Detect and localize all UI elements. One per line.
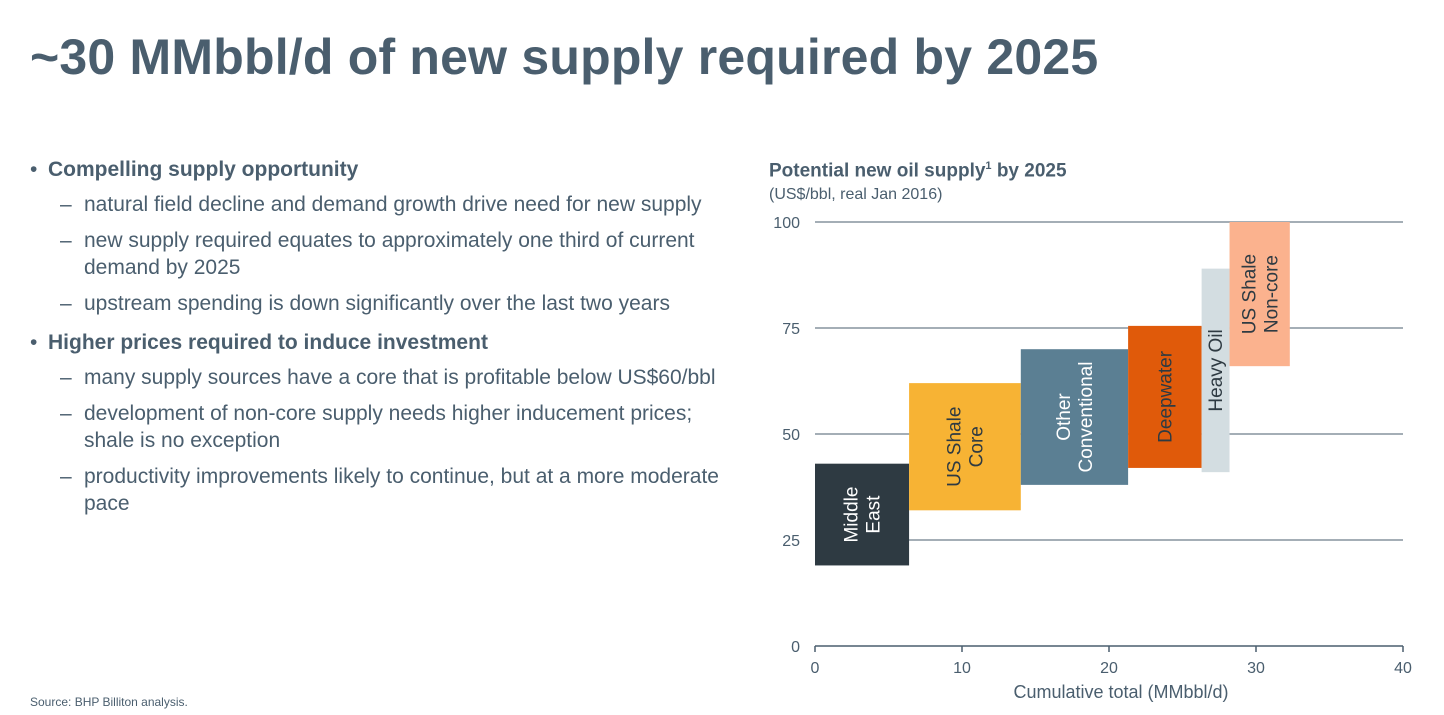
sub-bullet-text: development of non-core supply needs hig…: [84, 402, 693, 452]
bar-label-line: US Shale: [945, 407, 966, 487]
bar-label: Heavy Oil: [1206, 329, 1227, 411]
bar-label-line: Deepwater: [1156, 350, 1177, 443]
sub-bullet-text: natural field decline and demand growth …: [84, 193, 702, 216]
bullet-heading: • Higher prices required to induce invest…: [30, 331, 488, 354]
y-tick-label: 0: [791, 639, 800, 656]
bar-label-line: US Shale: [1239, 254, 1260, 334]
y-tick-label: 25: [782, 533, 800, 550]
bar-us-shale-non-core: [1229, 222, 1290, 367]
y-tick-label: 100: [773, 215, 800, 232]
sub-bullet: – development of non-core supply needs hi…: [60, 402, 693, 452]
sub-bullet: – many supply sources have a core that is…: [60, 366, 716, 389]
bar-label-line: Non-core: [1261, 255, 1282, 333]
page-title: ~30 MMbbl/d of new supply required by 20…: [30, 29, 1099, 85]
bullet-list: • Compelling supply opportunity – natural …: [30, 156, 730, 529]
bar-label: US ShaleNon-core: [1239, 254, 1282, 334]
footnote-marker: 1: [985, 160, 992, 172]
bar-label-line: Core: [967, 426, 988, 467]
bar-middle-east: [815, 463, 910, 566]
bar-other-conventional: [1020, 349, 1129, 485]
source-note: Source: BHP Billiton analysis.: [30, 695, 188, 709]
x-axis-label: Cumulative total (MMbbl/d): [1013, 682, 1228, 702]
bar-us-shale-core: [909, 383, 1021, 511]
sub-bullet: – productivity improvements likely to con…: [60, 465, 719, 515]
sub-bullet: – upstream spending is down significantly…: [60, 292, 670, 315]
bar-label-line: Conventional: [1076, 362, 1097, 473]
bar-label: US ShaleCore: [945, 407, 988, 487]
chart-title-text: Potential new oil supply: [769, 160, 986, 182]
x-tick-label: 20: [1100, 660, 1118, 677]
bar-heavy-oil: [1201, 268, 1230, 473]
chart-subtitle: (US$/bbl, real Jan 2016): [769, 186, 943, 203]
bullet-group-1: • Compelling supply opportunity – natural …: [30, 156, 730, 317]
sub-bullet: – natural field decline and demand growth…: [60, 193, 702, 216]
bullet-heading-text: Compelling supply opportunity: [48, 158, 359, 181]
bar-label: OtherConventional: [1054, 362, 1097, 473]
bar-label-line: East: [864, 495, 885, 534]
x-tick-label: 0: [811, 660, 820, 677]
bar-label-line: Heavy Oil: [1206, 329, 1227, 411]
x-tick-label: 40: [1394, 660, 1412, 677]
bullet-heading: • Compelling supply opportunity: [30, 158, 359, 181]
bar-label-line: Other: [1054, 393, 1075, 441]
x-tick-label: 10: [953, 660, 971, 677]
chart-title-suffix: by 2025: [991, 160, 1067, 182]
y-tick-label: 50: [782, 427, 800, 444]
bar-label: Deepwater: [1156, 350, 1177, 443]
y-tick-label: 75: [782, 321, 800, 338]
bullet-heading-text: Higher prices required to induce investm…: [48, 331, 488, 354]
sub-bullet: – new supply required equates to approxim…: [60, 229, 695, 279]
bar-label: MiddleEast: [842, 487, 885, 543]
bullet-group-2: • Higher prices required to induce invest…: [30, 329, 730, 517]
sub-bullet-text: new supply required equates to approxima…: [84, 229, 695, 279]
bar-deepwater: [1128, 325, 1202, 468]
sub-bullet-text: productivity improvements likely to cont…: [84, 465, 719, 515]
x-tick-label: 30: [1247, 660, 1265, 677]
sub-bullet-text: many supply sources have a core that is …: [84, 366, 716, 389]
bar-label-line: Middle: [842, 487, 863, 543]
chart-title: Potential new oil supply1 by 2025: [769, 160, 1067, 182]
sub-bullet-text: upstream spending is down significantly …: [84, 292, 670, 315]
